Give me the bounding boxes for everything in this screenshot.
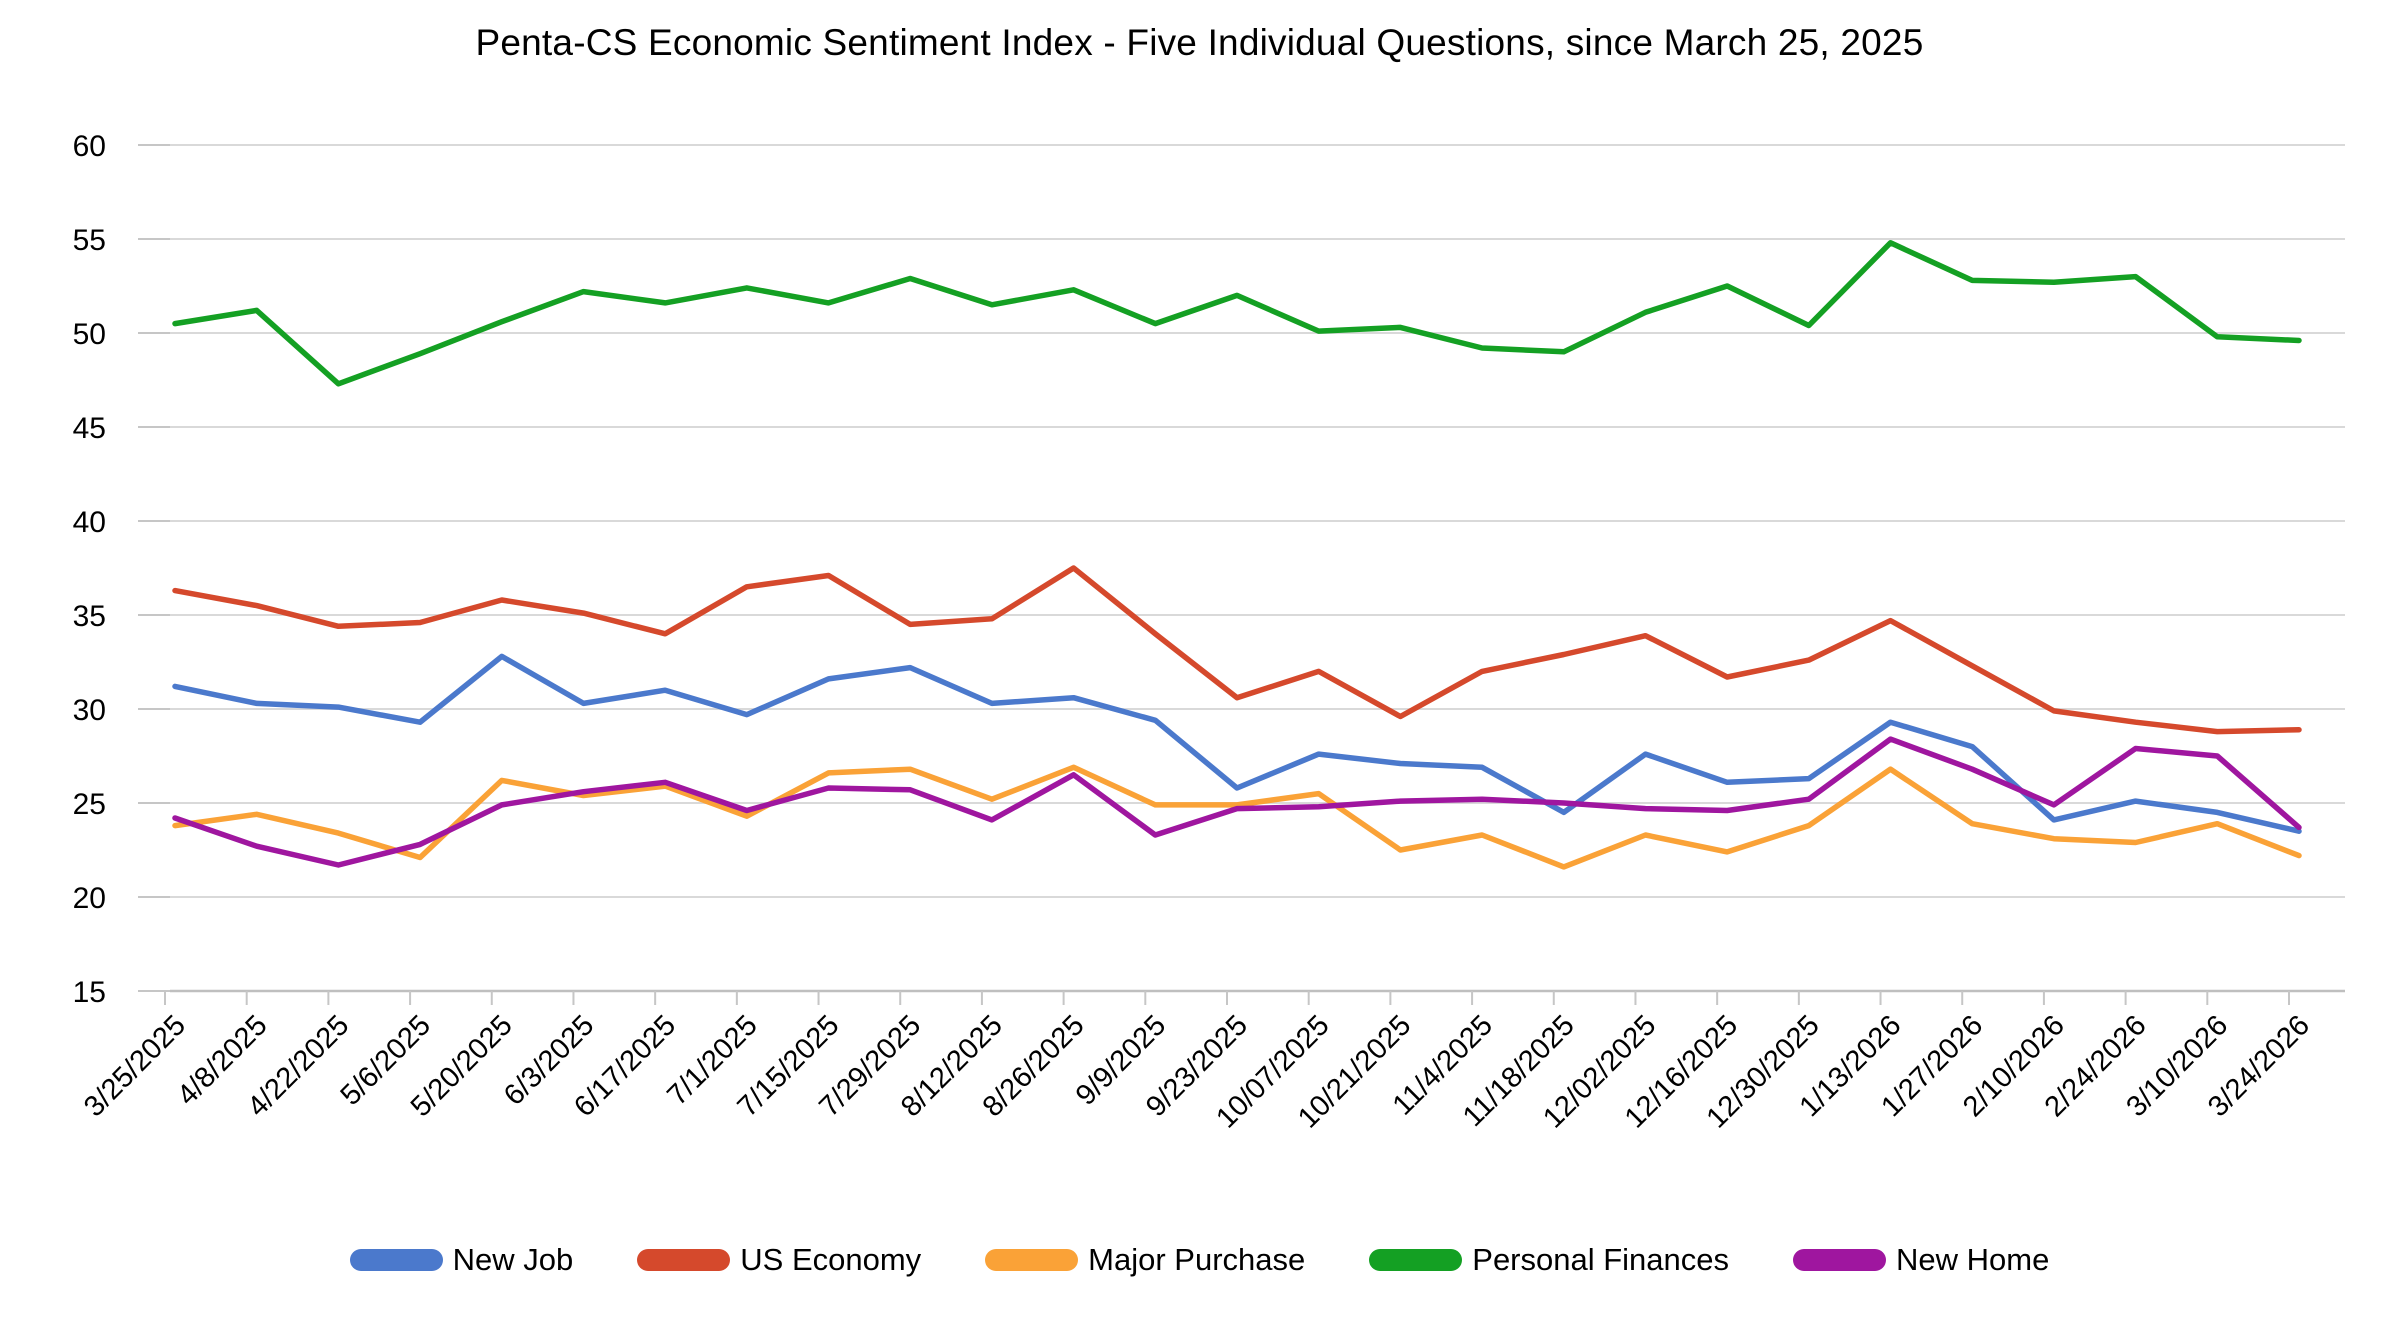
legend-swatch — [1793, 1249, 1887, 1271]
legend-item-new-home: New Home — [1793, 1242, 2049, 1278]
y-axis-label: 50 — [73, 318, 106, 351]
x-axis-label: 3/25/2025 — [78, 1009, 192, 1123]
legend-label: Personal Finances — [1472, 1242, 1730, 1277]
y-axis-label: 45 — [73, 412, 106, 445]
y-axis-label: 30 — [73, 694, 106, 727]
legend-swatch — [1369, 1249, 1463, 1271]
legend-label: US Economy — [740, 1242, 922, 1277]
y-axis-label: 40 — [73, 506, 106, 539]
legend-item-personal-finances: Personal Finances — [1369, 1242, 1729, 1278]
legend-swatch — [985, 1249, 1079, 1271]
legend-swatch — [349, 1249, 443, 1271]
legend-item-new-job: New Job — [349, 1242, 574, 1278]
legend-label: New Home — [1896, 1242, 2050, 1277]
series-line-personal-finances — [172, 240, 2302, 387]
chart-title: Penta-CS Economic Sentiment Index - Five… — [475, 22, 1924, 63]
series-line-major-purchase — [172, 764, 2302, 870]
series-line-new-job — [172, 653, 2302, 834]
legend-label: New Job — [452, 1242, 574, 1277]
y-axis-label: 20 — [73, 882, 106, 915]
legend-swatch — [637, 1249, 731, 1271]
series-line-new-home — [172, 736, 2302, 868]
y-axis-label: 35 — [73, 600, 106, 633]
y-axis-label: 60 — [73, 130, 106, 163]
legend-item-major-purchase: Major Purchase — [985, 1242, 1305, 1278]
y-axis-label: 55 — [73, 224, 106, 257]
chart-legend: New Job US Economy Major Purchase Personal … — [0, 1228, 2399, 1292]
legend-label: Major Purchase — [1088, 1242, 1306, 1277]
legend-item-us-economy: US Economy — [637, 1242, 921, 1278]
series-line-us-economy — [172, 565, 2302, 735]
y-axis-label: 25 — [73, 788, 106, 821]
y-axis-label: 15 — [73, 976, 106, 1009]
